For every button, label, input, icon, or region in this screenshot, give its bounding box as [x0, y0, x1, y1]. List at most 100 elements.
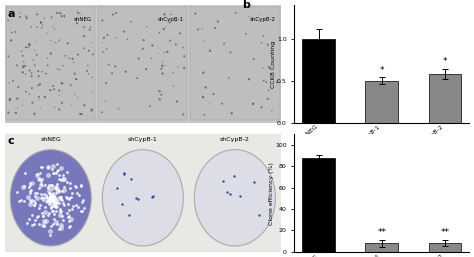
- Point: [65, 219, 73, 223]
- Point: [62, 54, 69, 58]
- Text: shCypB-2: shCypB-2: [220, 137, 250, 142]
- Point: [39, 214, 47, 218]
- Point: [157, 67, 165, 71]
- Point: [245, 15, 253, 19]
- Point: [48, 197, 56, 201]
- Point: [8, 30, 16, 34]
- Point: [24, 195, 32, 199]
- Point: [173, 99, 181, 104]
- Point: [160, 27, 167, 31]
- Point: [53, 162, 61, 166]
- Point: [76, 112, 84, 116]
- Point: [36, 170, 44, 175]
- Point: [58, 101, 66, 105]
- Point: [38, 165, 46, 169]
- Point: [40, 224, 47, 228]
- Point: [51, 27, 58, 31]
- Point: [18, 103, 26, 107]
- Point: [242, 32, 250, 36]
- Point: [46, 197, 53, 201]
- Point: [230, 174, 237, 178]
- Point: [38, 26, 46, 30]
- Bar: [6, 7, 95, 120]
- Point: [31, 63, 38, 67]
- Point: [28, 198, 36, 202]
- Point: [35, 222, 42, 226]
- Point: [16, 199, 23, 203]
- Point: [50, 204, 57, 208]
- Point: [128, 20, 135, 24]
- Point: [133, 76, 141, 80]
- Text: shCypB-1: shCypB-1: [158, 17, 184, 22]
- Point: [55, 88, 63, 93]
- Point: [81, 103, 88, 107]
- Point: [5, 111, 12, 115]
- Point: [157, 93, 165, 97]
- Point: [29, 58, 37, 62]
- Point: [51, 171, 58, 175]
- Point: [66, 186, 74, 190]
- Point: [20, 184, 27, 188]
- Point: [200, 71, 207, 75]
- Point: [250, 57, 257, 61]
- Point: [58, 81, 65, 85]
- Point: [120, 172, 128, 176]
- Point: [120, 171, 128, 175]
- Point: [56, 195, 64, 199]
- Point: [22, 90, 30, 94]
- Point: [33, 25, 41, 29]
- Point: [46, 196, 53, 200]
- Point: [45, 199, 53, 203]
- Point: [143, 25, 151, 29]
- Point: [170, 84, 177, 88]
- Bar: [302, 39, 335, 123]
- Point: [42, 219, 50, 223]
- Point: [54, 40, 61, 44]
- Point: [68, 217, 75, 221]
- Point: [57, 195, 65, 199]
- Bar: [98, 7, 188, 120]
- Point: [58, 198, 65, 202]
- Point: [49, 84, 57, 88]
- Point: [39, 23, 46, 27]
- Point: [71, 93, 78, 97]
- Point: [52, 185, 60, 189]
- Point: [49, 171, 57, 175]
- Point: [57, 208, 65, 213]
- Point: [55, 227, 63, 231]
- Point: [21, 64, 29, 68]
- Point: [176, 31, 183, 35]
- Point: [59, 214, 66, 218]
- Point: [43, 31, 51, 35]
- Point: [166, 21, 173, 25]
- Point: [206, 102, 213, 106]
- Bar: [428, 243, 461, 252]
- Point: [49, 197, 56, 201]
- Point: [35, 177, 43, 181]
- Point: [35, 177, 43, 181]
- Point: [49, 183, 56, 187]
- Point: [55, 177, 63, 181]
- Point: [156, 97, 164, 102]
- Point: [43, 199, 51, 204]
- Point: [265, 88, 273, 92]
- Point: [27, 25, 35, 29]
- Point: [162, 25, 170, 29]
- Point: [55, 201, 63, 205]
- Point: [38, 70, 46, 74]
- Point: [25, 45, 32, 49]
- Point: [33, 53, 40, 57]
- Point: [28, 71, 36, 75]
- Point: [245, 77, 253, 81]
- Point: [41, 183, 49, 187]
- Point: [219, 102, 226, 106]
- Bar: [365, 243, 398, 252]
- Point: [47, 206, 55, 210]
- Point: [88, 76, 96, 80]
- Point: [26, 183, 34, 187]
- Point: [264, 64, 272, 68]
- Point: [58, 189, 65, 193]
- Point: [236, 194, 244, 198]
- Point: [86, 26, 94, 30]
- Point: [79, 198, 86, 203]
